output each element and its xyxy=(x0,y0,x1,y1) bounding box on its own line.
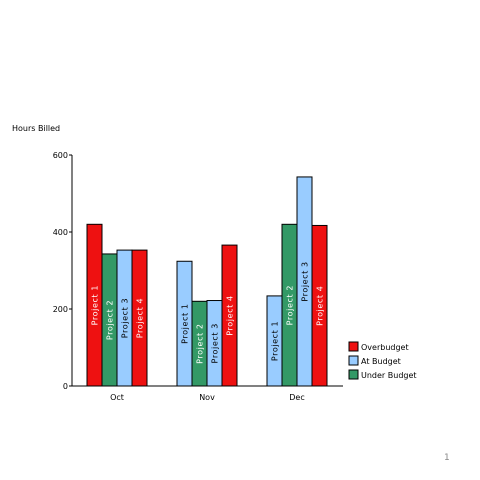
y-axis-title: Hours Billed xyxy=(12,124,60,133)
x-tick-label: Nov xyxy=(199,393,215,402)
legend-swatch xyxy=(348,355,359,366)
axes-layer: Oct Nov Dec 0 200 400 600 xyxy=(53,151,343,402)
y-tick-label: 0 xyxy=(63,382,68,391)
page-number: 1 xyxy=(444,453,450,463)
bar-label: Project 2 xyxy=(106,300,115,340)
bar-label: Project 3 xyxy=(121,298,130,338)
x-tick-label: Dec xyxy=(289,393,304,402)
legend-swatch xyxy=(348,369,359,380)
bar-label: Project 1 xyxy=(91,285,100,325)
bar-label: Project 2 xyxy=(286,285,295,325)
legend-label: Under Budget xyxy=(361,371,417,380)
legend: Overbudget At Budget Under Budget xyxy=(348,341,417,380)
x-tick-label: Oct xyxy=(110,393,124,402)
bar-label: Project 1 xyxy=(181,303,190,343)
bar-label: Project 1 xyxy=(271,321,280,361)
bar-label: Project 4 xyxy=(226,295,235,335)
bar-label: Project 4 xyxy=(136,298,145,338)
bar-label: Project 4 xyxy=(316,286,325,326)
legend-label: At Budget xyxy=(361,357,401,366)
bar-label: Project 3 xyxy=(211,323,220,363)
legend-swatch xyxy=(348,341,359,352)
y-tick-label: 200 xyxy=(53,305,68,314)
bar-label: Project 2 xyxy=(196,323,205,363)
bar-label: Project 3 xyxy=(301,261,310,301)
y-tick-label: 400 xyxy=(53,228,68,237)
legend-label: Overbudget xyxy=(361,343,409,352)
bars-layer: Project 1 Project 2 Project 3 Project 4 Proj… xyxy=(86,176,328,387)
y-tick-label: 600 xyxy=(53,151,68,160)
